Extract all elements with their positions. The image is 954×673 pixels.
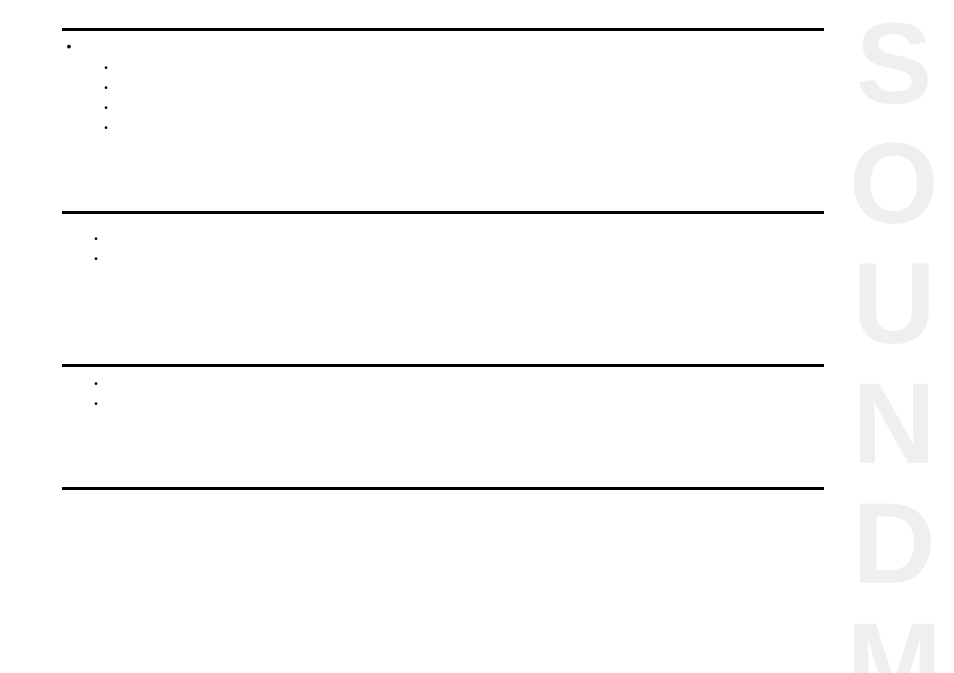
list-item: • <box>102 99 824 119</box>
bullet-icon: • <box>92 375 100 395</box>
bullet-icon: • <box>92 395 100 415</box>
bullet-icon: • <box>92 230 100 250</box>
section-1: • • • • • <box>62 28 824 187</box>
section-3: • • <box>62 364 824 463</box>
list-item: • <box>102 79 824 99</box>
section-1-lead-bullet: • <box>62 37 76 55</box>
list-item: • <box>92 250 824 270</box>
bullet-icon: • <box>102 119 110 139</box>
bullet-icon: • <box>102 99 110 119</box>
bullet-icon: • <box>102 59 110 79</box>
list-item: • <box>102 59 824 79</box>
section-1-list: • • • • <box>62 59 824 139</box>
section-3-list: • • <box>62 375 824 415</box>
page-content: • • • • • • <box>0 0 954 673</box>
closing-rule <box>62 487 824 490</box>
section-2-list: • • <box>62 230 824 270</box>
list-item: • <box>92 395 824 415</box>
list-item: • <box>102 119 824 139</box>
list-item: • <box>92 230 824 250</box>
bullet-icon: • <box>92 250 100 270</box>
bullet-icon: • <box>102 79 110 99</box>
list-item: • <box>92 375 824 395</box>
section-2: • • <box>62 211 824 340</box>
section-1-heading: • <box>62 37 824 55</box>
